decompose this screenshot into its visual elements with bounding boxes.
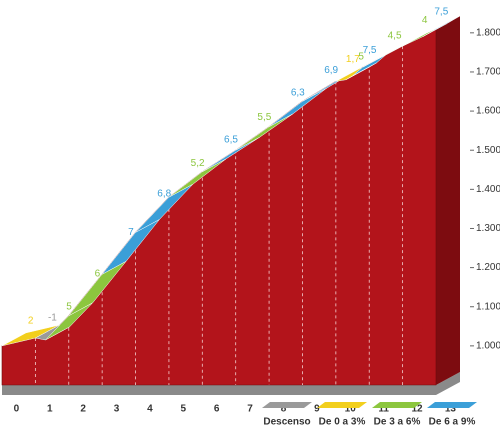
legend-swatch: [262, 402, 312, 408]
y-tick-label: 1.700: [476, 67, 500, 78]
gradient-band: [422, 15, 461, 37]
legend-swatch: [372, 402, 422, 408]
gradient-label: 6,8: [157, 188, 171, 199]
y-tick-label: 1.800: [476, 27, 500, 38]
x-tick-label: 13: [445, 404, 457, 415]
legend-label: De 0 a 3%: [319, 417, 366, 428]
x-tick-label: 12: [411, 404, 423, 415]
y-tick-label: 1.200: [476, 262, 500, 273]
side-face: [436, 15, 460, 385]
gradient-label: 2: [28, 316, 34, 327]
gradient-label: 7,5: [363, 45, 377, 56]
gradient-label: 4,5: [388, 30, 402, 41]
x-tick-label: 10: [345, 404, 357, 415]
legend-swatch: [427, 402, 477, 408]
y-tick-label: 1.300: [476, 223, 500, 234]
legend-label: Descenso: [263, 417, 310, 428]
y-tick-label: 1.100: [476, 301, 500, 312]
y-tick-label: 1.400: [476, 184, 500, 195]
gradient-label: 6,3: [291, 88, 305, 99]
gradient-label: 6: [95, 269, 101, 280]
base-slab: [2, 372, 460, 395]
x-tick-label: 11: [378, 404, 389, 415]
x-tick-label: 9: [314, 404, 320, 415]
gradient-label: 6,5: [224, 135, 238, 146]
x-tick-label: 3: [114, 404, 120, 415]
x-tick-label: 6: [214, 404, 220, 415]
gradient-label: 1,7: [346, 54, 360, 65]
y-tick-label: 1.600: [476, 106, 500, 117]
gradient-label: -1: [48, 313, 57, 324]
y-tick-label: 1.000: [476, 341, 500, 352]
x-tick-label: 0: [14, 404, 20, 415]
x-tick-label: 8: [281, 404, 287, 415]
x-tick-label: 7: [247, 404, 253, 415]
gradient-label: 7: [128, 227, 134, 238]
gradient-label: 5: [358, 51, 364, 62]
gradient-label: 4: [422, 15, 428, 26]
x-tick-label: 2: [80, 404, 86, 415]
legend-swatch: [317, 402, 367, 408]
x-tick-label: 4: [147, 404, 153, 415]
gradient-label: 5: [66, 302, 72, 313]
legend-label: De 6 a 9%: [429, 417, 476, 428]
legend-label: De 3 a 6%: [374, 417, 421, 428]
gradient-label: 7,5: [434, 6, 448, 17]
x-tick-label: 5: [181, 404, 187, 415]
gradient-label: 5,5: [257, 112, 271, 123]
y-tick-label: 1.500: [476, 145, 500, 156]
x-tick-label: 1: [47, 404, 53, 415]
gradient-label: 5,2: [191, 158, 205, 169]
profile-area: [1, 28, 437, 386]
gradient-label: 6,9: [324, 65, 338, 76]
